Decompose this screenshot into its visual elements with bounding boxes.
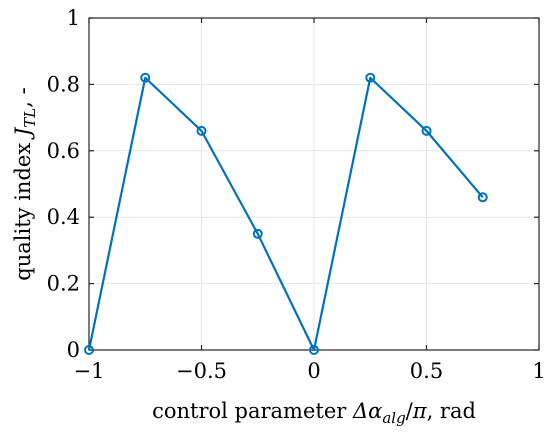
data-point	[196, 125, 207, 136]
y-tick-label: 0.2	[47, 272, 80, 296]
y-tick-label: 0.6	[47, 139, 80, 163]
x-tick-label: 0	[307, 359, 320, 383]
x-tick-label: 1	[532, 359, 545, 383]
y-tick-label: 1	[67, 6, 80, 30]
data-point	[84, 345, 94, 355]
data-point	[421, 125, 432, 136]
x-tick-label: −1	[74, 359, 105, 383]
data-point	[252, 228, 263, 239]
y-axis-label: quality index JTL, -	[11, 87, 39, 280]
y-tick-label: 0.8	[47, 72, 80, 96]
y-tick-label: 0	[67, 338, 80, 362]
x-tick-label: −0.5	[176, 359, 227, 383]
data-point	[309, 345, 319, 355]
x-axis-label: control parameter Δαalg/π, rad	[152, 399, 476, 427]
x-tick-label: 0.5	[410, 359, 443, 383]
series	[84, 72, 488, 355]
y-tick-label: 0.4	[47, 205, 80, 229]
data-point	[477, 192, 488, 203]
series-line	[87, 76, 484, 352]
data-point	[365, 72, 376, 83]
data-point	[140, 72, 151, 83]
ticks: −1 −0.5 0 0.5 1 0 0.2 0.4 0.6 0.8 1	[47, 6, 546, 383]
